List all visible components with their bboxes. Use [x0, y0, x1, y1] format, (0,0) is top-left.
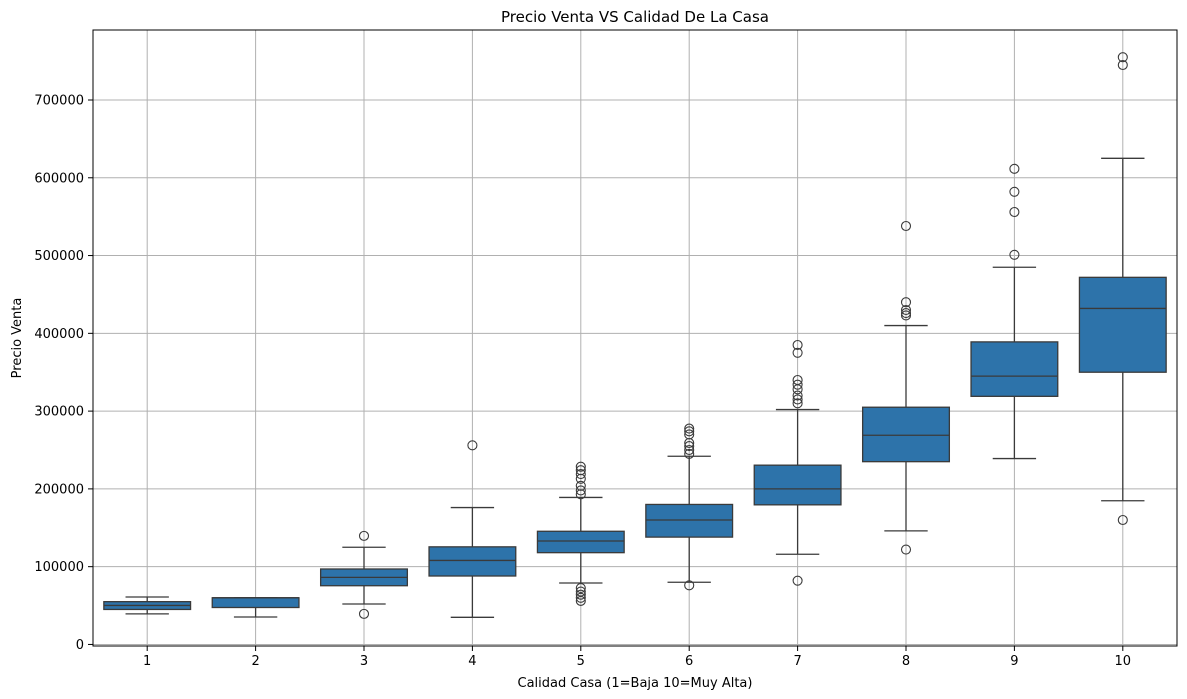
iqr-box: [428, 546, 517, 577]
outlier-point: [792, 575, 803, 586]
iqr-box: [753, 464, 842, 506]
outlier-point: [1117, 52, 1128, 63]
y-tick-label: 400000: [34, 327, 84, 342]
outlier-point: [900, 297, 912, 308]
x-tick-label: 8: [902, 654, 910, 669]
y-tick-label: 500000: [34, 249, 84, 264]
iqr-box: [211, 597, 300, 609]
outlier-point: [575, 461, 586, 472]
iqr-box: [861, 406, 951, 463]
y-tick-label: 0: [76, 638, 84, 653]
plot-area-background: [93, 30, 1177, 646]
outlier-point: [900, 220, 912, 232]
y-axis-label: Precio Venta: [10, 298, 25, 379]
outlier-point: [792, 398, 803, 409]
outlier-point: [684, 441, 695, 452]
outlier-point: [684, 429, 695, 440]
outlier-point: [575, 583, 586, 594]
box-group-4: [428, 440, 517, 618]
x-tick-label: 3: [360, 654, 368, 669]
x-tick-label: 5: [577, 654, 585, 669]
grid-lines: [93, 30, 1177, 646]
box-group-10: [1078, 52, 1167, 526]
outlier-point: [684, 426, 695, 437]
outlier-point: [1117, 514, 1128, 526]
outlier-point: [900, 544, 912, 555]
chart-title: Precio Venta VS Calidad De La Casa: [501, 8, 769, 26]
x-axis-label: Calidad Casa (1=Baja 10=Muy Alta): [518, 676, 753, 691]
outlier-point: [792, 347, 803, 358]
iqr-box: [1078, 276, 1167, 373]
outlier-point: [1009, 206, 1020, 218]
iqr-box: [970, 341, 1059, 397]
outlier-point: [358, 530, 370, 541]
outlier-point: [575, 480, 586, 491]
outlier-point: [792, 374, 803, 386]
box-group-1: [103, 596, 192, 615]
box-group-8: [861, 220, 951, 555]
axis-ticks: 0 100000 200000 300000 400000 500000 600000 700…: [34, 94, 1131, 670]
outlier-point: [1009, 249, 1020, 260]
y-tick-label: 700000: [34, 94, 84, 109]
outlier-point: [900, 304, 912, 316]
outlier-point: [1117, 59, 1128, 71]
outlier-point: [575, 586, 586, 597]
x-tick-label: 6: [685, 654, 693, 669]
outlier-point: [1009, 186, 1020, 197]
y-tick-label: 100000: [34, 560, 84, 575]
x-tick-label: 2: [251, 654, 259, 669]
y-tick-label: 300000: [34, 405, 84, 420]
box-group-6: [645, 423, 734, 591]
outlier-point: [792, 379, 803, 390]
x-tick-label: 4: [468, 654, 476, 669]
x-tick-label: 10: [1115, 654, 1132, 669]
box-group-9: [970, 163, 1059, 460]
x-tick-label: 9: [1010, 654, 1018, 669]
outlier-point: [684, 423, 695, 434]
outlier-point: [900, 308, 912, 319]
outlier-point: [575, 589, 586, 600]
box-group-7: [753, 339, 842, 586]
outlier-point: [358, 608, 370, 619]
outlier-point: [575, 469, 586, 480]
outlier-point: [575, 465, 586, 476]
y-tick-label: 600000: [34, 171, 84, 186]
outlier-point: [684, 580, 695, 591]
outlier-point: [684, 448, 695, 459]
box-group-5: [536, 461, 625, 606]
outlier-point: [900, 310, 912, 321]
outlier-point: [684, 444, 695, 456]
outlier-point: [792, 339, 803, 351]
outlier-point: [1009, 163, 1020, 174]
outlier-point: [467, 440, 478, 451]
box-group-3: [319, 530, 409, 619]
outlier-point: [792, 394, 803, 405]
boxes: [103, 52, 1167, 619]
x-tick-label: 7: [793, 654, 801, 669]
y-tick-label: 200000: [34, 482, 84, 497]
iqr-box: [536, 530, 625, 554]
box-group-2: [211, 597, 300, 618]
x-tick-label: 1: [143, 654, 151, 669]
outlier-point: [792, 390, 803, 401]
outlier-point: [575, 485, 586, 496]
plot-frame: [92, 29, 1178, 647]
outlier-point: [575, 592, 586, 603]
iqr-box: [645, 503, 734, 538]
